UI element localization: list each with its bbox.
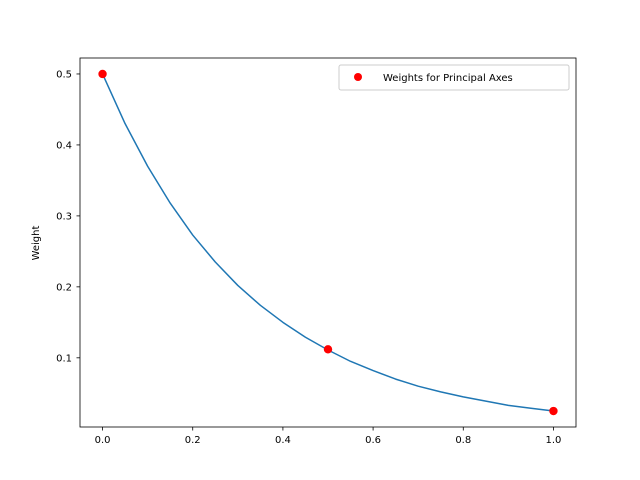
x-tick-label: 1.0	[546, 435, 562, 446]
axes: 0.0 0.2 0.4 0.6 0.8 1.0 0.1 0.2 0.3 0.4 0.5	[56, 57, 577, 446]
axes-frame	[79, 57, 577, 428]
x-tick-label: 0.8	[455, 435, 471, 446]
series-1-point	[98, 69, 107, 79]
y-tick-label: 0.5	[56, 69, 72, 80]
legend-label: Weights for Principal Axes	[383, 73, 513, 84]
y-tick-label: 0.4	[56, 140, 72, 151]
y-tick-label: 0.1	[56, 353, 72, 364]
x-tick-label: 0.6	[365, 435, 381, 446]
x-tick-label: 0.2	[185, 435, 201, 446]
legend-marker	[354, 73, 362, 81]
series-1-point	[549, 406, 558, 416]
plot-area	[98, 69, 558, 416]
legend: Weights for Principal Axes	[338, 64, 570, 91]
x-tick-label: 0.0	[95, 435, 111, 446]
y-tick-label: 0.3	[56, 211, 72, 222]
series-1-point	[323, 345, 333, 354]
y-tick-label: 0.2	[56, 282, 72, 293]
x-tick-label: 0.4	[275, 435, 291, 446]
y-axis-label: Weight	[31, 226, 42, 261]
legend-frame	[338, 64, 570, 91]
